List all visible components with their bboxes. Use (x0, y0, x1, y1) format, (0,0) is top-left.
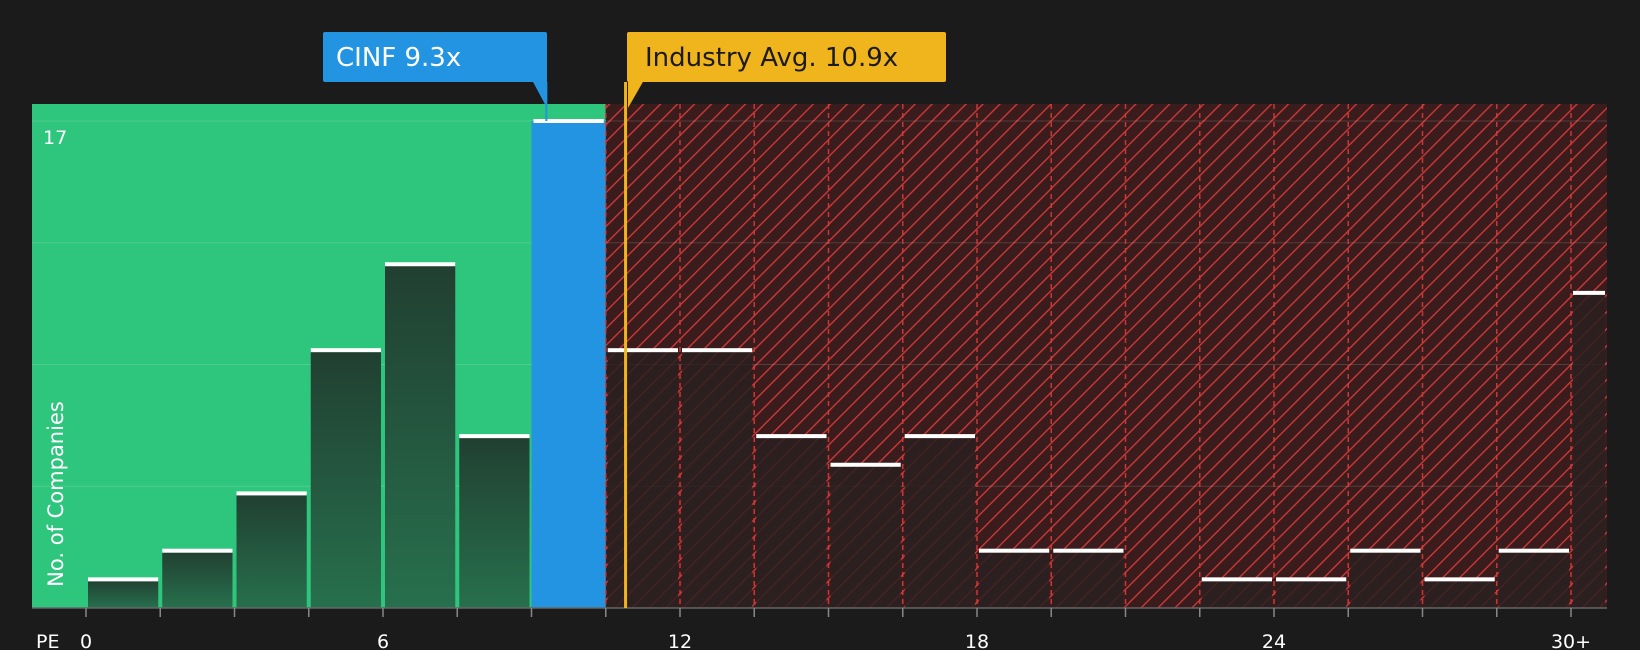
histogram-bar (88, 579, 159, 608)
histogram-bar (830, 464, 901, 608)
bar-cap (1276, 577, 1347, 582)
bar-cap (385, 262, 456, 267)
company-callout-box (323, 32, 547, 82)
histogram-bar (236, 493, 307, 608)
bar-cap (533, 119, 604, 123)
company-callout: CINF 9.3x (323, 32, 547, 108)
x-tick-label: 0 (80, 631, 92, 650)
histogram-bars (88, 104, 1605, 608)
histogram-bar (1276, 579, 1347, 608)
x-axis: 0 6 12 18 24 30+ (32, 607, 1607, 650)
histogram-bar (1201, 579, 1272, 608)
industry-avg-callout-pointer (628, 80, 644, 108)
x-axis-label: PE (36, 631, 59, 650)
histogram-bar (459, 436, 530, 608)
bar-cap (682, 348, 753, 353)
industry-avg-callout-box (627, 32, 946, 82)
x-tick-label: 6 (377, 631, 389, 650)
bar-cap (459, 434, 530, 439)
histogram-bar (607, 350, 678, 608)
histogram-bar (1053, 550, 1124, 608)
x-tick-label: 18 (965, 631, 989, 650)
x-tick-label: 12 (668, 631, 692, 650)
bar-cap (1424, 577, 1495, 582)
bar-cap (607, 348, 678, 353)
x-tick-label: 30+ (1551, 631, 1591, 650)
histogram-bar (531, 121, 606, 608)
bar-cap (979, 548, 1050, 553)
bar-cap (756, 434, 827, 439)
histogram-bar (904, 436, 975, 608)
bar-cap (88, 577, 159, 582)
histogram-bar (1573, 292, 1605, 608)
histogram-bar (162, 550, 233, 608)
histogram-bar (682, 350, 753, 608)
bar-cap (162, 548, 233, 553)
bar-cap (904, 434, 975, 439)
histogram-bar (756, 436, 827, 608)
bar-cap (236, 491, 307, 496)
bar-cap (830, 462, 901, 467)
bar-cap (1573, 290, 1605, 295)
y-tick-label-top: 17 (43, 127, 67, 149)
industry-avg-callout-label: Industry Avg. 10.9x (645, 43, 898, 73)
industry-avg-callout: Industry Avg. 10.9x (627, 32, 946, 108)
company-callout-label: CINF 9.3x (336, 43, 461, 73)
valuation-zones (32, 104, 1607, 608)
histogram-bar (1498, 550, 1569, 608)
overvalued-zone-hatch (605, 104, 1607, 608)
histogram-bar (979, 550, 1050, 608)
bar-cap (310, 348, 381, 353)
histogram-bar (1424, 579, 1495, 608)
bar-cap (1053, 548, 1124, 553)
histogram-bar (1350, 550, 1421, 608)
x-tick-label: 24 (1262, 631, 1286, 650)
bar-cap (1350, 548, 1421, 553)
histogram-bar (385, 264, 456, 608)
histogram-bar (310, 350, 381, 608)
company-callout-pointer (532, 80, 547, 108)
y-axis-label: No. of Companies (44, 401, 68, 587)
bar-cap (1201, 577, 1272, 582)
bar-cap (1498, 548, 1569, 553)
